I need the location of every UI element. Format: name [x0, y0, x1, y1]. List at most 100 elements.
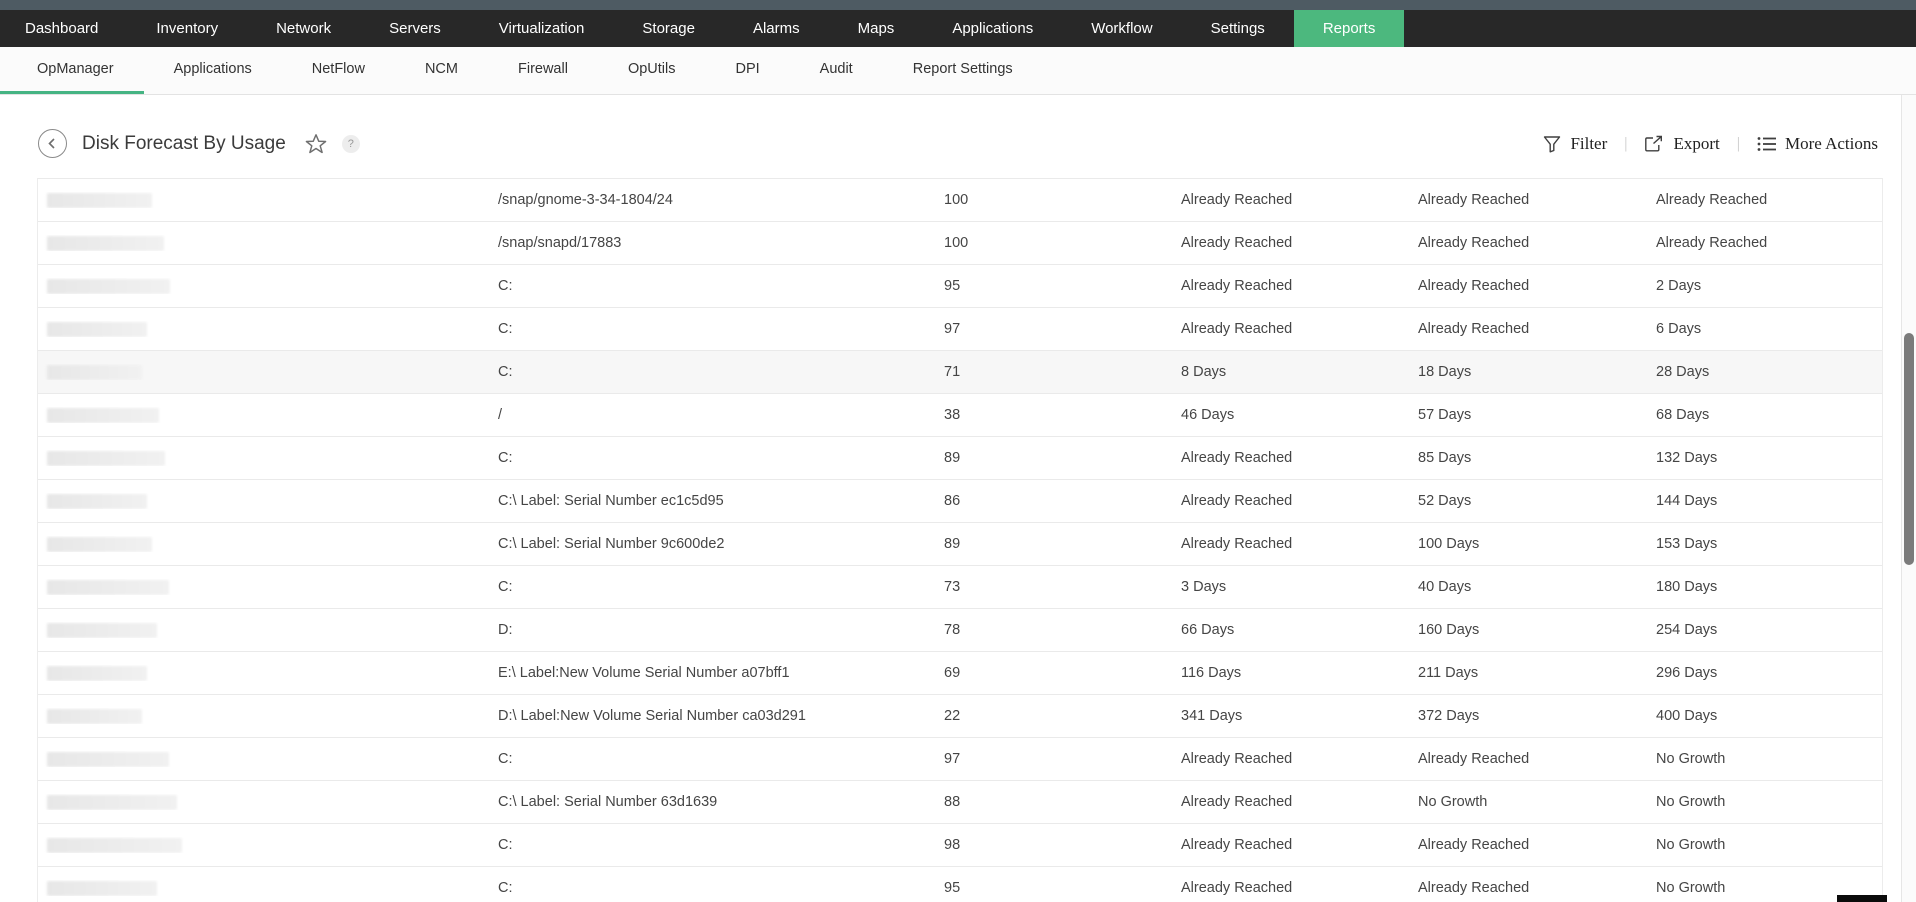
redacted-device-name: [47, 278, 170, 294]
nav-item-applications[interactable]: Applications: [952, 20, 1034, 37]
subnav-item-dpi[interactable]: DPI: [735, 61, 760, 77]
nav-item-dashboard[interactable]: Dashboard: [25, 20, 99, 37]
redacted-device-name: [47, 579, 169, 595]
table-row[interactable]: /snap/snapd/17883 100 Already Reached Alrea…: [38, 222, 1882, 265]
redacted-device-name: [47, 407, 159, 423]
redacted-device-name: [47, 622, 157, 638]
forecast-2-cell: 160 Days: [1418, 622, 1480, 638]
nav-item-alarms[interactable]: Alarms: [752, 20, 800, 37]
table-row[interactable]: /snap/gnome-3-34-1804/24 100 Already Reach…: [38, 179, 1882, 222]
chevron-left-icon: [48, 138, 55, 149]
forecast-1-cell: Already Reached: [1181, 493, 1293, 509]
forecast-1-cell: 46 Days: [1181, 407, 1235, 423]
more-actions-button[interactable]: More Actions: [1757, 134, 1878, 154]
forecast-2-cell: Already Reached: [1418, 880, 1530, 896]
volume-cell: E:\ Label:New Volume Serial Number a07bf…: [498, 665, 790, 681]
device-name-cell: [38, 794, 498, 810]
export-button[interactable]: Export: [1644, 133, 1720, 154]
forecast-2-cell: 40 Days: [1418, 579, 1472, 595]
vertical-scrollbar-thumb[interactable]: [1904, 333, 1914, 565]
nav-item-reports[interactable]: Reports: [1293, 10, 1405, 47]
nav-item-settings[interactable]: Settings: [1210, 20, 1265, 37]
forecast-1-cell: Already Reached: [1181, 880, 1293, 896]
subnav-item-oputils[interactable]: OpUtils: [627, 61, 676, 77]
table-row[interactable]: C: 97 Already Reached Already Reached No Gro…: [38, 738, 1882, 781]
help-icon[interactable]: ?: [341, 134, 360, 153]
subnav-item-audit[interactable]: Audit: [819, 61, 853, 77]
usage-cell: 95: [944, 278, 961, 294]
volume-cell: C:: [498, 751, 513, 767]
usage-cell: 97: [944, 321, 961, 337]
favorite-star-icon[interactable]: [305, 133, 327, 154]
vertical-scrollbar-track[interactable]: [1901, 95, 1916, 902]
subnav-item-netflow[interactable]: NetFlow: [311, 61, 365, 77]
device-name-cell: [38, 536, 498, 552]
table-row[interactable]: C: 71 8 Days 18 Days 28 Days: [38, 351, 1882, 394]
forecast-1-cell: 341 Days: [1181, 708, 1243, 724]
table-row[interactable]: C: 95 Already Reached Already Reached No Gro…: [38, 867, 1882, 902]
table-row[interactable]: / 38 46 Days 57 Days 68 Days: [38, 394, 1882, 437]
subnav-item-ncm[interactable]: NCM: [424, 61, 458, 77]
action-separator: |: [1736, 134, 1740, 152]
table-row[interactable]: C: 98 Already Reached Already Reached No Gro…: [38, 824, 1882, 867]
subnav-item-report-settings[interactable]: Report Settings: [912, 61, 1013, 77]
nav-item-storage[interactable]: Storage: [642, 20, 695, 37]
table-row[interactable]: D:\ Label:New Volume Serial Number ca03d…: [38, 695, 1882, 738]
volume-cell: C:\ Label: Serial Number 9c600de2: [498, 536, 725, 552]
redacted-device-name: [47, 665, 147, 681]
subnav-item-opmanager[interactable]: OpManager: [0, 47, 144, 94]
device-name-cell: [38, 321, 498, 337]
main-nav: Dashboard Inventory Network Servers Virtuali…: [0, 10, 1916, 47]
forecast-1-cell: 8 Days: [1181, 364, 1227, 380]
toolbar-right: Filter | Export | More Actions: [1543, 134, 1878, 154]
usage-cell: 97: [944, 751, 961, 767]
nav-item-network[interactable]: Network: [276, 20, 332, 37]
forecast-1-cell: Already Reached: [1181, 278, 1293, 294]
forecast-1-cell: Already Reached: [1181, 235, 1293, 251]
volume-cell: /: [498, 407, 503, 423]
redacted-device-name: [47, 450, 165, 466]
table-row[interactable]: E:\ Label:New Volume Serial Number a07bf…: [38, 652, 1882, 695]
nav-item-inventory[interactable]: Inventory: [156, 20, 219, 37]
redacted-device-name: [47, 192, 152, 208]
bottom-edge-artifact: [1837, 895, 1887, 902]
device-name-cell: [38, 364, 498, 380]
volume-cell: D:\ Label:New Volume Serial Number ca03d…: [498, 708, 806, 724]
back-button[interactable]: [38, 129, 67, 158]
forecast-3-cell: 400 Days: [1656, 708, 1718, 724]
forecast-1-cell: 116 Days: [1181, 665, 1242, 681]
usage-cell: 73: [944, 579, 961, 595]
nav-item-virtualization[interactable]: Virtualization: [498, 20, 585, 37]
device-name-cell: [38, 622, 498, 638]
filter-button[interactable]: Filter: [1543, 134, 1607, 154]
volume-cell: C:: [498, 579, 513, 595]
filter-funnel-icon: [1544, 135, 1561, 152]
table-row[interactable]: C: 89 Already Reached 85 Days 132 Days: [38, 437, 1882, 480]
subnav-item-firewall[interactable]: Firewall: [517, 61, 568, 77]
forecast-1-cell: Already Reached: [1181, 751, 1293, 767]
export-label: Export: [1673, 133, 1720, 153]
forecast-3-cell: 28 Days: [1656, 364, 1710, 380]
usage-cell: 98: [944, 837, 961, 853]
device-name-cell: [38, 837, 498, 853]
table-row[interactable]: C: 95 Already Reached Already Reached 2 Days: [38, 265, 1882, 308]
volume-cell: D:: [498, 622, 513, 638]
redacted-device-name: [47, 751, 169, 767]
redacted-device-name: [47, 321, 147, 337]
volume-cell: C:: [498, 321, 513, 337]
nav-item-workflow[interactable]: Workflow: [1091, 20, 1153, 37]
forecast-2-cell: 57 Days: [1418, 407, 1472, 423]
table-row[interactable]: C:\ Label: Serial Number 9c600de2 89 Alrea…: [38, 523, 1882, 566]
table-row[interactable]: D: 78 66 Days 160 Days 254 Days: [38, 609, 1882, 652]
table-row[interactable]: C: 97 Already Reached Already Reached 6 Days: [38, 308, 1882, 351]
table-row[interactable]: C:\ Label: Serial Number ec1c5d95 86 Alrea…: [38, 480, 1882, 523]
table-row[interactable]: C:\ Label: Serial Number 63d1639 88 Alread…: [38, 781, 1882, 824]
nav-item-maps[interactable]: Maps: [857, 20, 895, 37]
table-row[interactable]: C: 73 3 Days 40 Days 180 Days: [38, 566, 1882, 609]
nav-item-servers[interactable]: Servers: [389, 20, 441, 37]
device-name-cell: [38, 493, 498, 509]
usage-cell: 86: [944, 493, 961, 509]
forecast-1-cell: Already Reached: [1181, 192, 1293, 208]
subnav-item-applications[interactable]: Applications: [173, 61, 252, 77]
forecast-2-cell: 100 Days: [1418, 536, 1480, 552]
